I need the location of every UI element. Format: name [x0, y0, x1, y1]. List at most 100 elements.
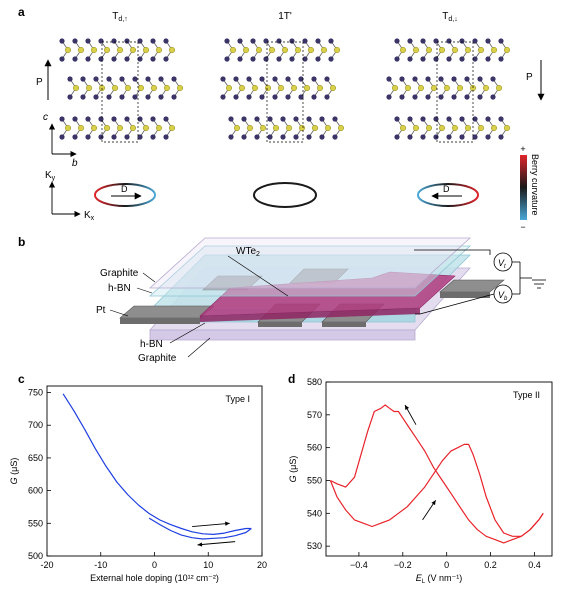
w-atom [324, 124, 332, 132]
te-atom [420, 116, 426, 122]
te-atom [132, 94, 138, 100]
w-atom [77, 46, 85, 54]
te-atom [438, 94, 444, 100]
w-atom [72, 84, 80, 92]
w-atom [277, 84, 285, 92]
panel-a-label: a [18, 5, 25, 19]
te-atom [224, 56, 230, 62]
w-atom [490, 124, 498, 132]
te-atom [246, 94, 252, 100]
te-atom [298, 94, 304, 100]
te-atom [150, 116, 156, 122]
w-atom [150, 84, 158, 92]
te-atom [72, 56, 78, 62]
te-atom [228, 134, 234, 140]
w-atom [251, 84, 259, 92]
chart-type-ii: −0.4 −0.2 0 0.2 0.4 530 540 550 560 570 580 Type II… [288, 377, 553, 585]
w-atom [303, 84, 311, 92]
crystal-structure-td-down [386, 38, 511, 143]
fermi-ring-td-up [94, 183, 156, 207]
w-atom [425, 124, 433, 132]
crystal-structure-1t-prime [220, 38, 345, 143]
te-atom [433, 134, 439, 140]
w-atom [255, 46, 263, 54]
te-atom [433, 116, 439, 122]
te-atom [472, 38, 478, 44]
te-atom [80, 76, 86, 82]
w-atom [412, 46, 420, 54]
te-atom [98, 116, 104, 122]
w-atom [311, 124, 319, 132]
w-atom [77, 124, 85, 132]
te-atom [446, 56, 452, 62]
w-atom [456, 84, 464, 92]
structure-title-td-down: Td,↓ [442, 11, 457, 23]
te-atom [459, 56, 465, 62]
te-atom [150, 56, 156, 62]
te-atom [119, 94, 125, 100]
te-atom [272, 76, 278, 82]
te-atom [233, 94, 239, 100]
sweep-arrow [192, 522, 230, 528]
w-atom [155, 124, 163, 132]
te-atom [111, 56, 117, 62]
graphite-bottom-label: Graphite [138, 353, 177, 364]
te-atom [80, 94, 86, 100]
w-atom [337, 124, 345, 132]
te-atom [276, 38, 282, 44]
te-atom [399, 76, 405, 82]
w-atom [316, 84, 324, 92]
w-atom [163, 84, 171, 92]
te-atom [224, 38, 230, 44]
polarization-up-arrow: P [36, 59, 52, 100]
vt-label: Vt [498, 258, 506, 270]
w-atom [503, 124, 511, 132]
te-atom [328, 56, 334, 62]
te-atom [289, 56, 295, 62]
w-atom [391, 84, 399, 92]
w-atom [503, 46, 511, 54]
w-atom [246, 124, 254, 132]
te-atom [241, 134, 247, 140]
te-atom [106, 94, 112, 100]
x-tick-label: 0 [152, 560, 157, 570]
te-atom [220, 94, 226, 100]
panel-b: b [18, 235, 546, 364]
te-atom [311, 94, 317, 100]
te-atom [250, 56, 256, 62]
te-atom [85, 134, 91, 140]
w-atom [272, 124, 280, 132]
te-atom [485, 56, 491, 62]
w-atom [430, 84, 438, 92]
te-atom [420, 38, 426, 44]
te-atom [145, 94, 151, 100]
w-atom [142, 124, 150, 132]
w-atom [294, 46, 302, 54]
k-space-axes: Ky Kx [45, 170, 95, 222]
unit-cell [101, 41, 139, 143]
sweep-arrowhead [431, 500, 436, 506]
te-atom [298, 76, 304, 82]
te-atom [98, 38, 104, 44]
te-atom [485, 38, 491, 44]
w-atom [264, 84, 272, 92]
data-series-line [329, 443, 544, 537]
te-atom [477, 94, 483, 100]
te-atom [259, 76, 265, 82]
te-atom [85, 56, 91, 62]
te-atom [311, 76, 317, 82]
w-atom [142, 46, 150, 54]
te-atom [459, 38, 465, 44]
te-atom [59, 38, 65, 44]
axis-b-label: b [72, 158, 78, 169]
device-labels: WTe2 Graphite h-BN Pt h-BN Graphite [96, 246, 289, 364]
w-atom [155, 46, 163, 54]
w-atom [464, 46, 472, 54]
te-atom [319, 134, 325, 140]
svg-text:P: P [526, 72, 533, 83]
y-tick-label: 600 [28, 486, 43, 496]
te-atom [293, 134, 299, 140]
y-tick-label: 550 [307, 475, 322, 485]
te-atom [267, 116, 273, 122]
te-atom [399, 94, 405, 100]
